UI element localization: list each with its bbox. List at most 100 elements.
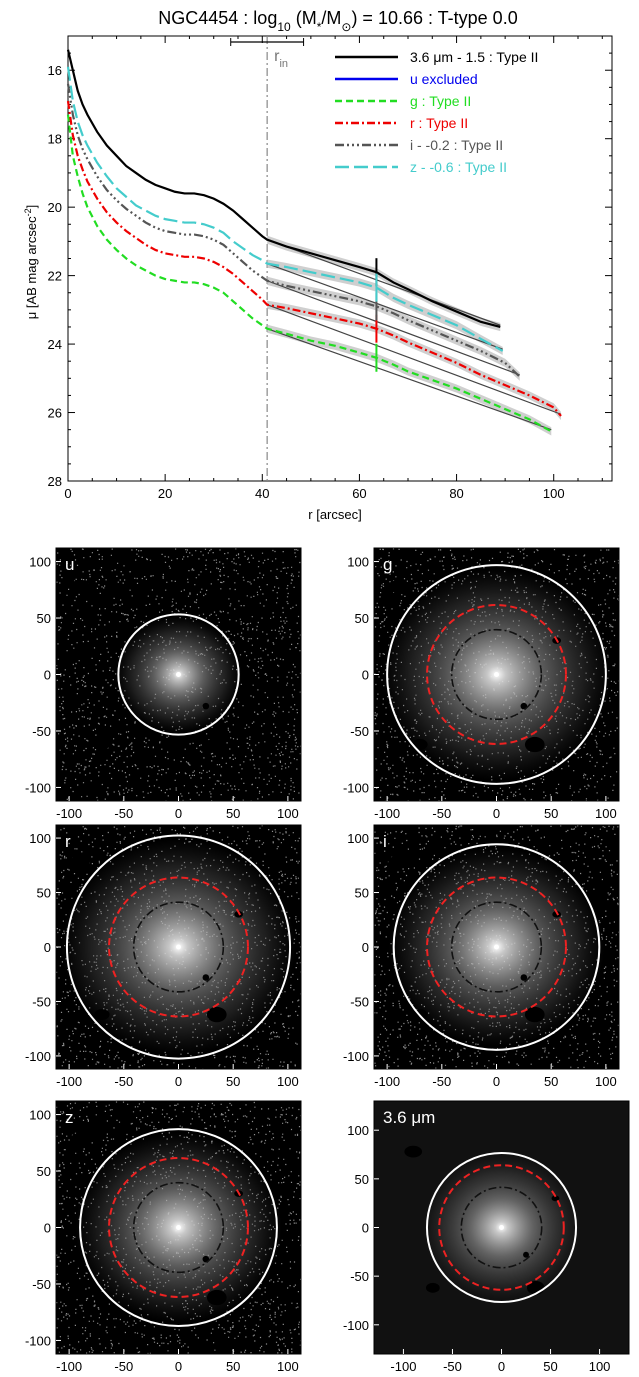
profile-fit-line <box>266 263 503 350</box>
panel-y-tick-label: 50 <box>37 1164 51 1179</box>
panel-y-tick-label: -100 <box>25 780 51 795</box>
masked-source <box>520 974 528 981</box>
masked-source <box>524 736 545 753</box>
series-line <box>66 100 562 417</box>
panel-x-tick-label: -100 <box>56 1359 82 1374</box>
masked-source <box>70 855 90 869</box>
break-circle <box>438 1164 565 1291</box>
legend-entry: g : Type II <box>410 93 471 109</box>
panel-x-tick-label: 100 <box>277 1074 299 1089</box>
panel-x-tick-label: 50 <box>543 1359 557 1374</box>
panel-x-tick-label: 100 <box>277 1359 299 1374</box>
series-line <box>66 114 552 433</box>
y-tick-label: 24 <box>48 337 62 352</box>
panel-y-tick-label: 100 <box>347 831 369 846</box>
masked-source <box>202 702 210 710</box>
legend-entry: r : Type II <box>410 115 468 131</box>
masked-source <box>524 1006 545 1023</box>
panel-x-tick-label: -100 <box>374 1074 400 1089</box>
series-line <box>66 49 501 329</box>
y-tick-label: 20 <box>48 200 62 215</box>
masked-source <box>388 855 408 869</box>
masked-source <box>523 1251 529 1258</box>
profile-fit-line <box>266 280 520 376</box>
panel-y-tick-label: -50 <box>350 994 369 1009</box>
break-circle <box>426 604 567 745</box>
panel-x-tick-label: -50 <box>114 1074 133 1089</box>
panel-y-tick-label: -50 <box>32 724 51 739</box>
panel-y-tick-label: 100 <box>29 1108 51 1123</box>
cutout-panel: u -100 100 -50 50 0 0 50 -50 100 -100 <box>25 547 302 821</box>
panel-y-tick-label: 50 <box>37 886 51 901</box>
cutout-panels: u -100 100 -50 50 0 0 50 -50 100 -100 g -100 100 -50 50… <box>25 547 630 1374</box>
x-tick-label: 20 <box>158 486 172 501</box>
panel-y-tick-label: -100 <box>343 1049 369 1064</box>
panel-x-tick-label: 50 <box>226 1359 240 1374</box>
panel-y-tick-label: -100 <box>25 1333 51 1348</box>
panel-x-tick-label: 50 <box>544 806 558 821</box>
panel-y-tick-label: -50 <box>350 1269 369 1284</box>
masked-source <box>202 974 210 981</box>
masked-source <box>206 1289 227 1306</box>
panel-y-tick-label: 0 <box>44 940 51 955</box>
panel-x-tick-label: -50 <box>114 806 133 821</box>
panel-x-tick-label: 0 <box>498 1359 505 1374</box>
outer-circle <box>386 564 607 785</box>
outer-circle <box>117 613 240 736</box>
panel-x-tick-label: 100 <box>595 1074 617 1089</box>
legend-entry: i - -0.2 : Type II <box>410 137 503 153</box>
galaxy-core <box>176 672 181 677</box>
panel-x-tick-label: -50 <box>432 806 451 821</box>
panel-y-tick-label: 0 <box>362 940 369 955</box>
panel-label: z <box>65 1108 74 1127</box>
masked-source <box>70 1132 90 1146</box>
masked-source <box>425 1282 440 1293</box>
panel-x-tick-label: -50 <box>114 1359 133 1374</box>
masked-source <box>94 1009 110 1021</box>
galaxy-core <box>499 1225 504 1230</box>
panel-x-tick-label: 50 <box>226 1074 240 1089</box>
panel-y-tick-label: 0 <box>44 668 51 683</box>
r-in-circle <box>450 628 543 721</box>
outer-circle <box>425 1151 578 1304</box>
y-axis-label: μ [AB mag arcsec-2] <box>23 205 39 320</box>
outer-circle <box>392 843 601 1051</box>
profile-plot: NGC4454 : log10 (M*/M⊙) = 10.66 : T-type… <box>23 8 613 522</box>
x-tick-label: 40 <box>255 486 269 501</box>
x-tick-label: 100 <box>543 486 565 501</box>
break-circle <box>426 876 567 1018</box>
series-line <box>66 83 521 378</box>
panel-y-tick-label: 50 <box>355 611 369 626</box>
galaxy-core <box>176 1225 181 1230</box>
panel-label: 3.6 μm <box>383 1108 435 1127</box>
panel-x-tick-label: 0 <box>493 806 500 821</box>
masked-source <box>70 579 90 593</box>
panel-x-tick-label: -50 <box>443 1359 462 1374</box>
x-axis-label: r [arcsec] <box>308 507 361 522</box>
masked-source <box>234 637 244 644</box>
panel-y-tick-label: -100 <box>343 1318 369 1333</box>
cutout-panel: z -100 100 -50 50 0 0 50 -50 100 -100 <box>25 1100 302 1374</box>
masked-source <box>404 1145 423 1158</box>
r-in-circle <box>460 1186 543 1269</box>
panel-y-tick-label: 50 <box>355 1172 369 1187</box>
panel-x-tick-label: -50 <box>432 1074 451 1089</box>
panel-y-tick-label: -100 <box>25 1049 51 1064</box>
legend-entry: 3.6 μm - 1.5 : Type II <box>410 49 538 65</box>
masked-source <box>94 739 110 750</box>
panel-y-tick-label: 100 <box>347 555 369 570</box>
profile-error-band <box>267 259 503 356</box>
y-tick-label: 22 <box>48 269 62 284</box>
panel-y-tick-label: 100 <box>29 555 51 570</box>
masked-source <box>388 579 408 593</box>
profile-error-band <box>267 235 501 332</box>
r-in-circle <box>132 901 225 993</box>
legend-entry: u excluded <box>410 71 478 87</box>
cutout-panel: i -100 100 -50 50 0 0 50 -50 100 -100 <box>343 824 620 1089</box>
panel-x-tick-label: -100 <box>390 1359 416 1374</box>
panel-y-tick-label: 100 <box>347 1123 369 1138</box>
cutout-panel: g -100 100 -50 50 0 0 50 -50 100 -100 <box>343 547 620 821</box>
panel-x-tick-label: 100 <box>595 806 617 821</box>
galaxy-core <box>176 944 181 950</box>
panel-y-tick-label: -50 <box>32 1277 51 1292</box>
